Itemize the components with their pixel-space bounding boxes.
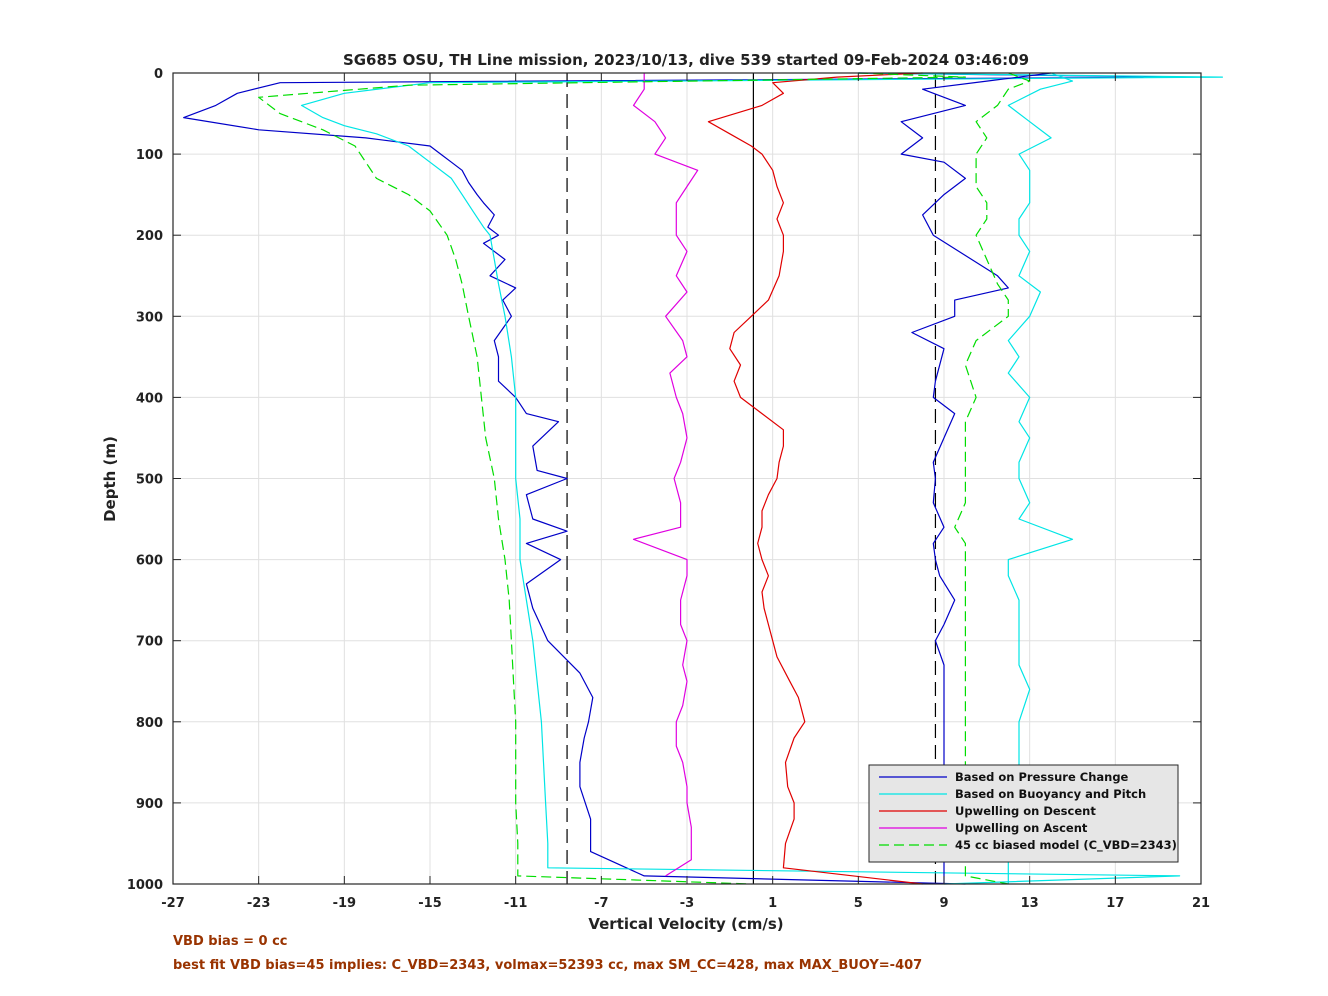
grid xyxy=(172,72,1202,885)
legend-label: Based on Buoyancy and Pitch xyxy=(955,787,1146,801)
x-tick-label: -19 xyxy=(333,896,357,911)
series-line xyxy=(900,72,1052,884)
y-tick-label: 900 xyxy=(136,797,163,812)
series-line xyxy=(258,72,967,885)
x-tick-label: 21 xyxy=(1192,896,1210,911)
x-tick-label: 13 xyxy=(1021,896,1039,911)
x-tick-label: 1 xyxy=(768,896,777,911)
vbd-bias-note: VBD bias = 0 cc xyxy=(173,934,288,949)
series-line xyxy=(183,72,1181,885)
legend-label: 45 cc biased model (C_VBD=2343) xyxy=(955,838,1177,853)
series-line xyxy=(300,72,1224,885)
series-line xyxy=(954,72,1031,885)
x-tick-label: 5 xyxy=(854,896,863,911)
legend: Based on Pressure Change Based on Buoyanc… xyxy=(868,764,1179,863)
legend-label: Based on Pressure Change xyxy=(955,770,1129,784)
y-tick-label: 500 xyxy=(136,473,163,488)
x-tick-label: -11 xyxy=(504,896,528,911)
y-tick-label: 600 xyxy=(136,554,163,569)
y-axis: 0 100 200 300 400 500 600 700 800 900 1000 xyxy=(127,67,1201,893)
x-tick-label: -27 xyxy=(161,896,185,911)
best-fit-note: best fit VBD bias=45 implies: C_VBD=2343… xyxy=(173,958,923,973)
y-tick-label: 400 xyxy=(136,391,163,406)
y-tick-label: 0 xyxy=(154,67,163,82)
series-line xyxy=(632,73,699,877)
y-tick-label: 1000 xyxy=(127,878,163,893)
x-tick-label: -15 xyxy=(418,896,442,911)
y-tick-label: 300 xyxy=(136,310,163,325)
series-line xyxy=(1007,72,1074,884)
x-tick-label: -3 xyxy=(680,896,694,911)
x-tick-label: -7 xyxy=(594,896,608,911)
legend-label: Upwelling on Descent xyxy=(955,804,1096,818)
x-tick-label: 9 xyxy=(939,896,948,911)
y-tick-label: 100 xyxy=(136,148,163,163)
y-tick-label: 700 xyxy=(136,635,163,650)
x-tick-label: -23 xyxy=(247,896,271,911)
x-tick-label: 17 xyxy=(1106,896,1124,911)
y-tick-label: 800 xyxy=(136,716,163,731)
legend-box xyxy=(868,764,1179,863)
y-tick-label: 200 xyxy=(136,229,163,244)
y-axis-label: Depth (m) xyxy=(101,436,119,522)
series-group xyxy=(183,72,1224,885)
legend-label: Upwelling on Ascent xyxy=(955,821,1088,835)
x-axis: -27 -23 -19 -15 -11 -7 -3 1 5 9 13 17 21 xyxy=(161,73,1210,911)
series-line xyxy=(707,72,923,885)
x-axis-label: Vertical Velocity (cm/s) xyxy=(588,915,783,933)
chart-title: SG685 OSU, TH Line mission, 2023/10/13, … xyxy=(343,51,1029,69)
